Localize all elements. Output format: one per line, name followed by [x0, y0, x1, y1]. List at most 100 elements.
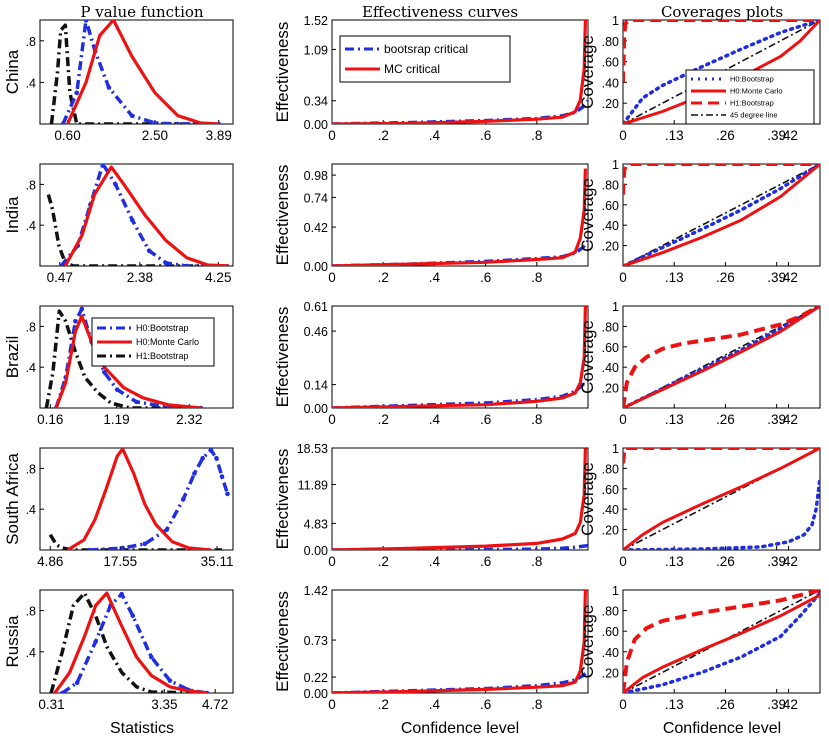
y-tick-label: .20 — [602, 382, 619, 396]
y-tick-label: 0.73 — [304, 634, 328, 648]
x-tick-label: .8 — [531, 697, 542, 712]
series-group — [332, 306, 588, 408]
y-tick-label: .8 — [26, 178, 36, 192]
series-line-h1-bootstrap — [49, 591, 208, 693]
y-tick-label: .80 — [602, 320, 619, 334]
series-group — [623, 590, 820, 693]
series-line-mc-critical — [332, 448, 587, 550]
x-tick-label: 0 — [328, 270, 336, 285]
plot-area — [331, 589, 589, 694]
series-point-h0-bootstrap — [149, 654, 154, 660]
panel-coverage-russia: .20 .40 .60 .80 1 0 .13 .26 .39.42 Coverage — [578, 584, 821, 712]
y-tick-label: .8 — [26, 462, 36, 476]
panel-coverage-china: .20 .40 .60 .80 1 0 .13 .26 .39.42 Coverage H0:Boo… — [578, 14, 821, 143]
y-tick-label: .80 — [602, 605, 619, 619]
x-tick-label: 4.72 — [202, 697, 228, 712]
y-tick-label: .60 — [602, 341, 619, 355]
legend-label-45-degree-line: 45 degree line — [730, 111, 778, 120]
x-tick-label: .26 — [716, 697, 735, 712]
x-tick-label: 17.55 — [103, 554, 137, 569]
x-tick-label: .6 — [480, 697, 491, 712]
series-line-h1-bootstrap — [623, 20, 820, 83]
y-axis-label-effectiveness: Effectiveness — [273, 22, 292, 123]
x-tick-label: .4 — [429, 697, 441, 712]
x-tick-label: 2.32 — [176, 412, 202, 427]
x-tick-label: .39 — [767, 697, 786, 712]
series-point-h0-bootstrap — [60, 121, 66, 124]
y-tick-label: .40 — [602, 646, 619, 660]
y-tick-label: .40 — [602, 361, 619, 375]
legend-label-bootsrap-critical: bootsrap critical — [384, 42, 468, 56]
series-point-h0-bootstrap — [120, 545, 126, 550]
y-tick-label: .8 — [26, 35, 36, 49]
series-point-h0-bootstrap — [93, 639, 98, 644]
panel-pvalue-russia: .4 .8 0.31 3.35 4.72 Russia — [3, 589, 234, 712]
legend-box — [339, 35, 511, 83]
series-point-h0-bootstrap — [192, 471, 197, 476]
x-tick-label: .39 — [767, 554, 786, 569]
y-tick-label: 1.52 — [304, 14, 328, 28]
series-line-h1-bootstrap — [46, 194, 229, 266]
series-group — [46, 164, 229, 266]
series-point-h0-bootstrap — [119, 591, 124, 597]
y-tick-label: 4.83 — [304, 517, 328, 531]
panel-coverage-india: .20 .40 .60 .80 1 0 .13 .26 .39.42 Coverage — [578, 158, 821, 285]
y-tick-label: .20 — [602, 240, 619, 254]
y-tick-label: .20 — [602, 97, 619, 111]
series-point-h0-bootstrap — [219, 474, 225, 479]
legend-effectiveness: bootsrap critical MC critical — [339, 35, 511, 83]
x-tick-label: .6 — [480, 270, 491, 285]
panel-pvalue-india: .4 .8 0.47 2.38 4.25 India — [3, 163, 234, 285]
plot-area — [331, 447, 589, 551]
series-point-h0-bootstrap — [73, 319, 78, 324]
y-tick-label: 1 — [612, 158, 619, 172]
y-tick-label: 0.00 — [304, 402, 328, 416]
legend-label-h0-bootstrap: H0:Bootstrap — [730, 75, 774, 84]
x-tick-label: 0 — [619, 128, 627, 143]
series-point-h0-bootstrap — [134, 399, 139, 405]
panel-effectiveness-russia: 0.00 0.22 0.73 1.42 0 .2 .4 .6 .8 Effectiveness — [273, 584, 589, 712]
series-point-h0-bootstrap — [152, 120, 158, 124]
y-axis-label-coverage: Coverage — [578, 605, 597, 679]
y-tick-label: 0.42 — [304, 221, 328, 235]
series-group — [623, 164, 820, 266]
y-tick-label: 0.34 — [304, 95, 328, 109]
y-tick-label: 0.61 — [304, 300, 328, 314]
x-tick-label: 0 — [328, 554, 336, 569]
x-tick-label: .13 — [665, 412, 684, 427]
series-point-h0-bootstrap — [106, 85, 112, 90]
series-line-h0-monte-carlo — [66, 448, 212, 550]
y-tick-label: 18.53 — [297, 442, 328, 456]
panel-effectiveness-brazil: 0.00 0.14 0.46 0.61 0 .2 .4 .6 .8 Effectiveness — [273, 300, 589, 427]
series-group — [623, 448, 820, 550]
series-point-h0-bootstrap — [74, 90, 80, 96]
legend-label-h1-bootstrap: H1:Bootstrap — [136, 351, 189, 361]
x-axis-label-confidence-col2: Confidence level — [401, 720, 519, 737]
y-tick-label: 0.00 — [304, 260, 328, 274]
series-line-bootsrap-critical — [332, 543, 588, 550]
series-point-h0-bootstrap — [87, 547, 92, 550]
x-tick-label: 0.31 — [38, 697, 64, 712]
series-line-h1-bootstrap — [623, 590, 820, 693]
legend-box — [685, 69, 815, 125]
series-point-h0-bootstrap — [100, 164, 106, 167]
series-line-h0-monte-carlo — [623, 448, 820, 550]
column-title-pvalue: P value function — [80, 3, 204, 21]
x-tick-label: 0 — [619, 412, 627, 427]
y-tick-label: 0.98 — [304, 169, 328, 183]
y-tick-label: .80 — [602, 35, 619, 49]
x-tick-label: .13 — [665, 697, 684, 712]
x-tick-label: 0.16 — [37, 412, 63, 427]
series-group — [332, 168, 588, 266]
x-axis-label-confidence-col3: Confidence level — [663, 720, 781, 737]
series-line-mc-critical — [332, 306, 587, 408]
series-line-mc-critical — [332, 168, 587, 266]
x-tick-label: .42 — [779, 554, 798, 569]
series-line-h0-bootstrap — [623, 476, 820, 550]
series-group — [332, 20, 588, 124]
x-tick-label: 4.25 — [205, 270, 231, 285]
row-label-india: India — [3, 196, 22, 233]
legend-label-h0-monte-carlo: H0:Monte Carlo — [730, 87, 783, 96]
series-point-h0-bootstrap — [102, 370, 107, 375]
